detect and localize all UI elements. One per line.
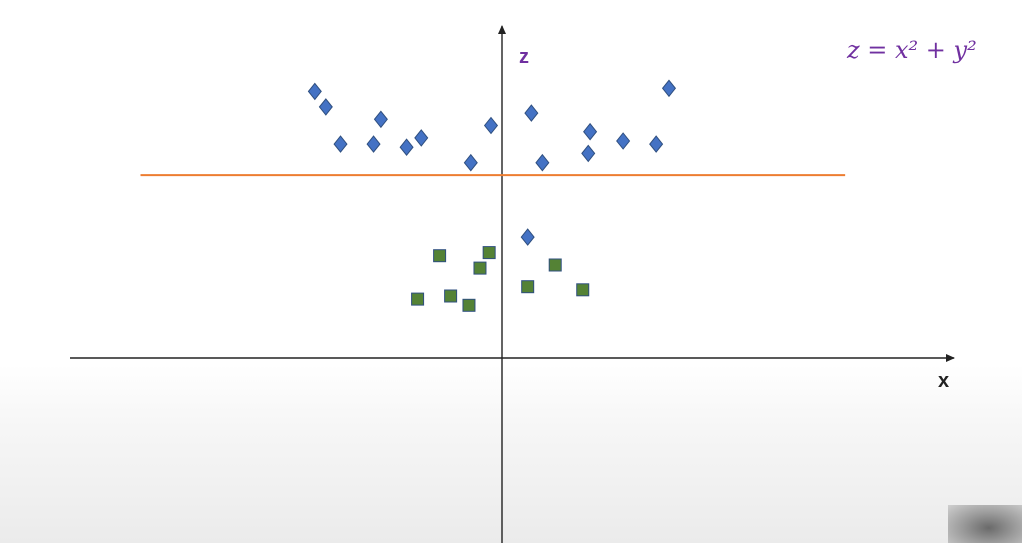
diamond-point: [661, 79, 677, 98]
diamond-point: [318, 98, 333, 116]
square-point: [548, 258, 562, 272]
x-axis-label: x: [938, 370, 949, 392]
diamond-point: [399, 138, 414, 157]
data-points: [307, 79, 677, 312]
diamond-point: [333, 135, 348, 153]
formula-annotation: z = x² + y²: [846, 36, 977, 64]
diamond-point: [483, 116, 499, 135]
square-point: [521, 280, 535, 294]
square-point: [411, 292, 425, 306]
diamond-point: [414, 129, 429, 147]
diamond-point: [649, 135, 664, 153]
diamond-point: [616, 132, 631, 150]
diamond-point: [307, 82, 322, 101]
z-axis-label: z: [519, 46, 529, 68]
diamond-point: [366, 135, 381, 153]
diamond-point: [581, 144, 596, 163]
diamond-point: [583, 122, 598, 141]
square-point: [433, 249, 447, 263]
square-point: [444, 289, 458, 303]
square-point: [473, 261, 487, 275]
diamond-point: [373, 110, 388, 129]
square-point: [482, 246, 496, 260]
diamond-point: [524, 104, 539, 122]
diamond-point: [535, 153, 550, 172]
diamond-point: [463, 153, 478, 172]
square-point: [462, 298, 476, 312]
square-point: [576, 283, 590, 297]
diamond-point: [520, 228, 535, 246]
video-thumbnail: [948, 505, 1022, 543]
